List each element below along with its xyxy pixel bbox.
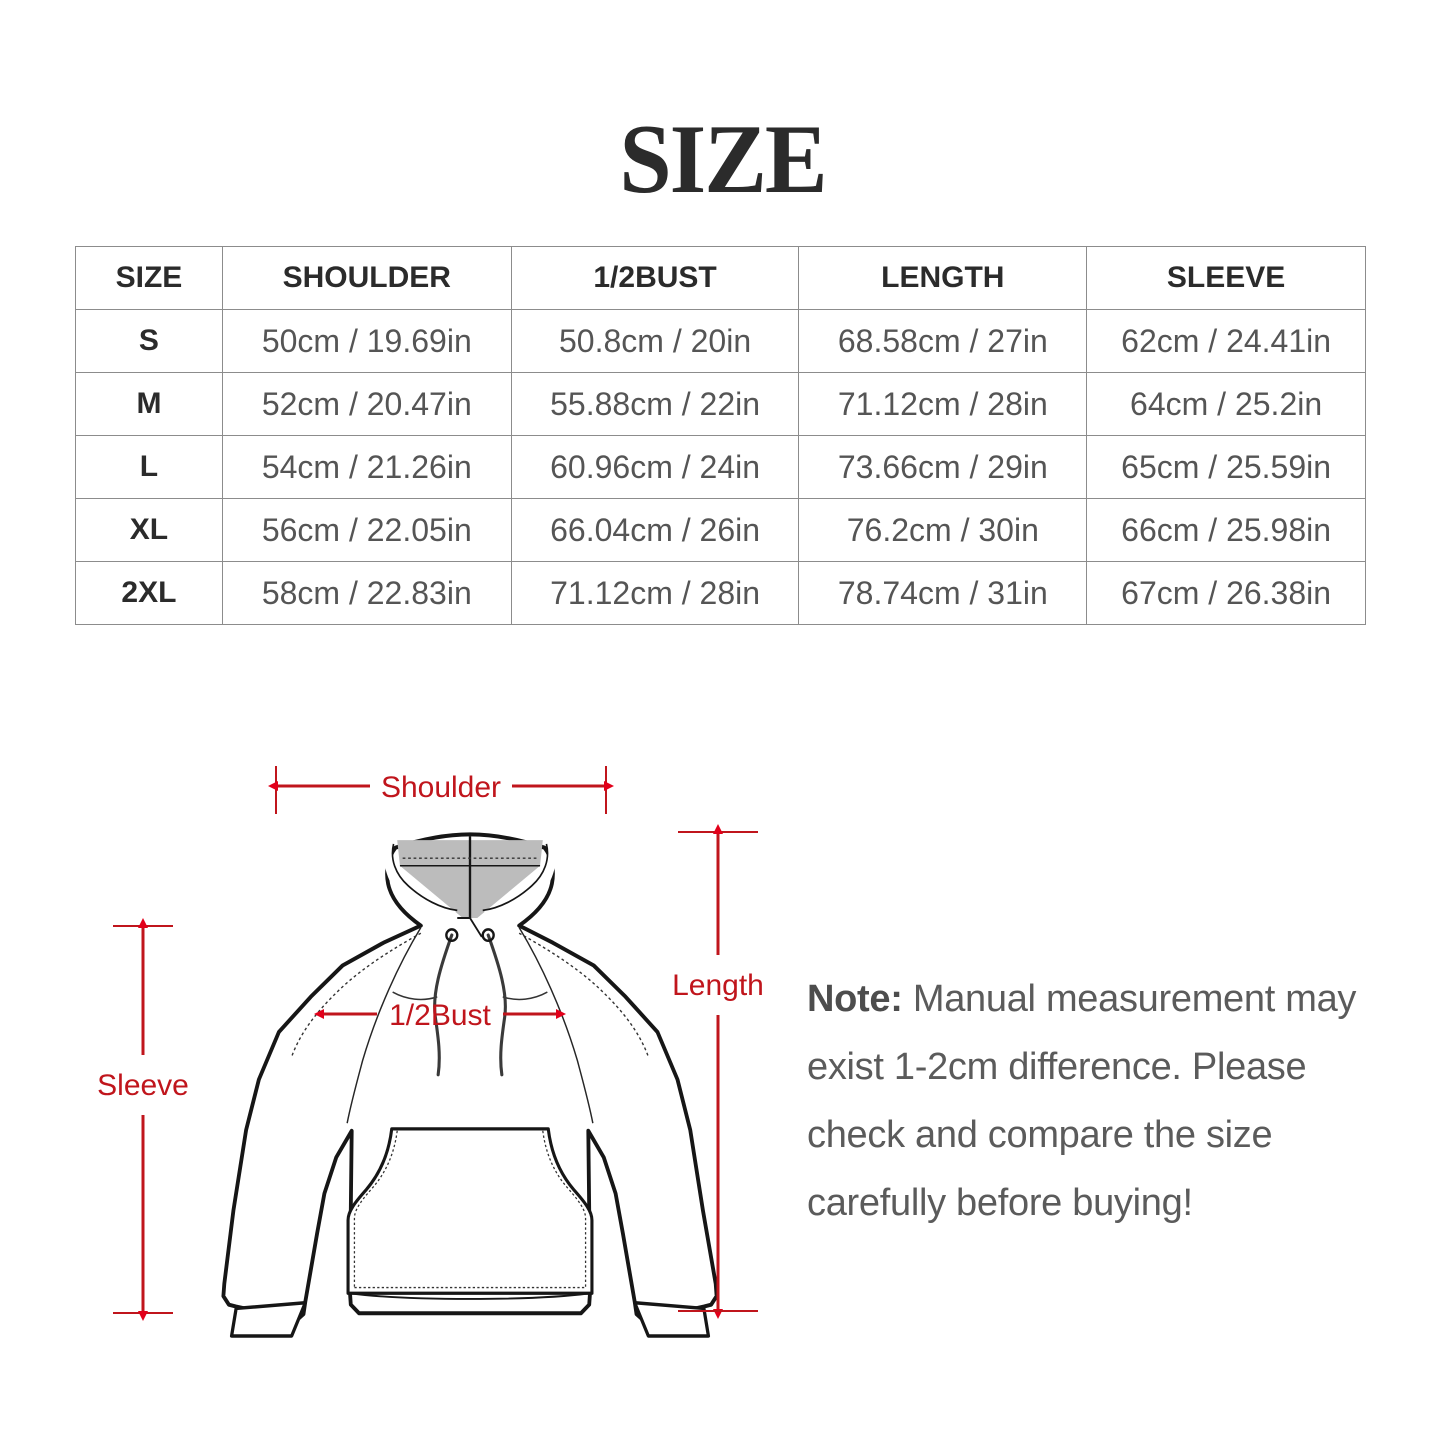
svg-text:Shoulder: Shoulder <box>381 771 501 804</box>
svg-text:Sleeve: Sleeve <box>97 1069 189 1102</box>
svg-text:Length: Length <box>672 969 764 1002</box>
svg-text:1/2Bust: 1/2Bust <box>389 999 491 1032</box>
